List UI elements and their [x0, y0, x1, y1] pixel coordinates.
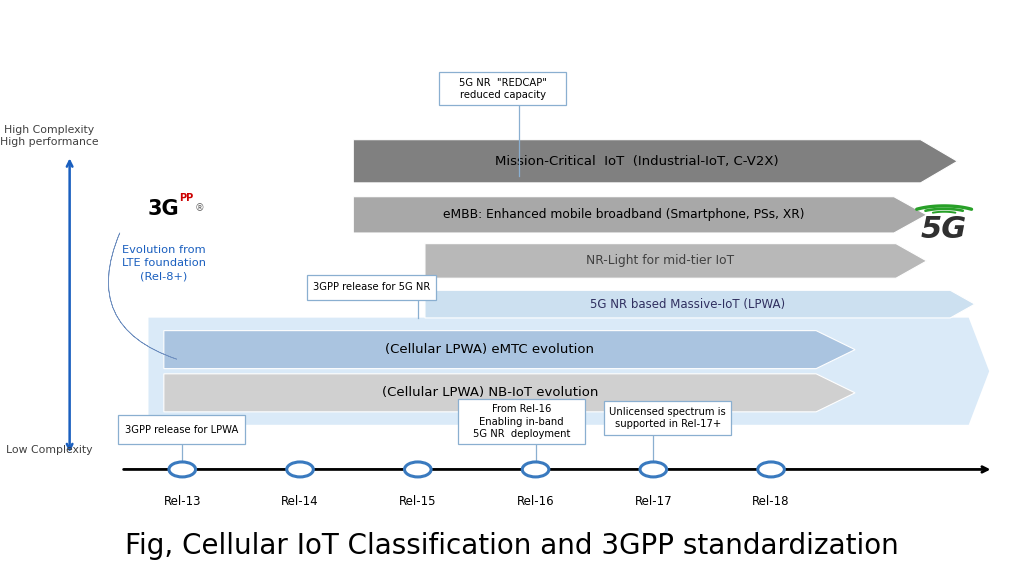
Polygon shape: [425, 290, 975, 318]
Text: 5G NR based Massive-IoT (LPWA): 5G NR based Massive-IoT (LPWA): [590, 298, 785, 310]
Text: 5G NR  "REDCAP"
reduced capacity: 5G NR "REDCAP" reduced capacity: [459, 78, 547, 100]
FancyBboxPatch shape: [439, 72, 566, 105]
Text: 3G: 3G: [148, 199, 179, 218]
Text: Mission-Critical  IoT  (Industrial-IoT, C-V2X): Mission-Critical IoT (Industrial-IoT, C-…: [496, 155, 778, 168]
FancyBboxPatch shape: [307, 275, 436, 300]
Circle shape: [287, 462, 313, 477]
Text: Low Complexity: Low Complexity: [6, 445, 92, 454]
Text: 3GPP release for 5G NR: 3GPP release for 5G NR: [313, 282, 430, 293]
Text: Fig, Cellular IoT Classification and 3GPP standardization: Fig, Cellular IoT Classification and 3GP…: [125, 532, 899, 560]
Text: Unlicensed spectrum is
supported in Rel-17+: Unlicensed spectrum is supported in Rel-…: [609, 407, 726, 429]
FancyArrowPatch shape: [109, 233, 176, 359]
Circle shape: [522, 462, 549, 477]
Polygon shape: [353, 197, 927, 233]
Text: High Complexity
High performance: High Complexity High performance: [0, 125, 98, 147]
Circle shape: [758, 462, 784, 477]
Text: Rel-17: Rel-17: [635, 495, 672, 508]
FancyBboxPatch shape: [604, 401, 731, 435]
Polygon shape: [164, 331, 855, 369]
Circle shape: [640, 462, 667, 477]
Text: eMBB: Enhanced mobile broadband (Smartphone, PSs, XR): eMBB: Enhanced mobile broadband (Smartph…: [442, 209, 805, 221]
Text: PP: PP: [179, 193, 194, 203]
Text: NR-Light for mid-tier IoT: NR-Light for mid-tier IoT: [587, 255, 734, 267]
Text: Rel-16: Rel-16: [517, 495, 554, 508]
Circle shape: [169, 462, 196, 477]
Text: Rel-14: Rel-14: [282, 495, 318, 508]
Text: From Rel-16
Enabling in-band
5G NR  deployment: From Rel-16 Enabling in-band 5G NR deplo…: [472, 404, 570, 439]
Text: Rel-15: Rel-15: [399, 495, 436, 508]
Polygon shape: [148, 318, 989, 425]
Text: 5G: 5G: [921, 215, 968, 244]
Text: (Cellular LPWA) NB-IoT evolution: (Cellular LPWA) NB-IoT evolution: [382, 386, 598, 399]
Text: ®: ®: [195, 203, 205, 214]
Text: Evolution from
LTE foundation
(Rel-8+): Evolution from LTE foundation (Rel-8+): [122, 245, 206, 282]
Text: 3GPP release for LPWA: 3GPP release for LPWA: [125, 425, 238, 435]
Text: Rel-18: Rel-18: [753, 495, 790, 508]
Polygon shape: [425, 244, 927, 278]
Text: (Cellular LPWA) eMTC evolution: (Cellular LPWA) eMTC evolution: [385, 343, 595, 356]
Polygon shape: [353, 140, 957, 183]
Polygon shape: [164, 374, 855, 412]
FancyBboxPatch shape: [118, 415, 245, 444]
Circle shape: [404, 462, 431, 477]
Text: Rel-13: Rel-13: [164, 495, 201, 508]
FancyBboxPatch shape: [458, 399, 585, 444]
